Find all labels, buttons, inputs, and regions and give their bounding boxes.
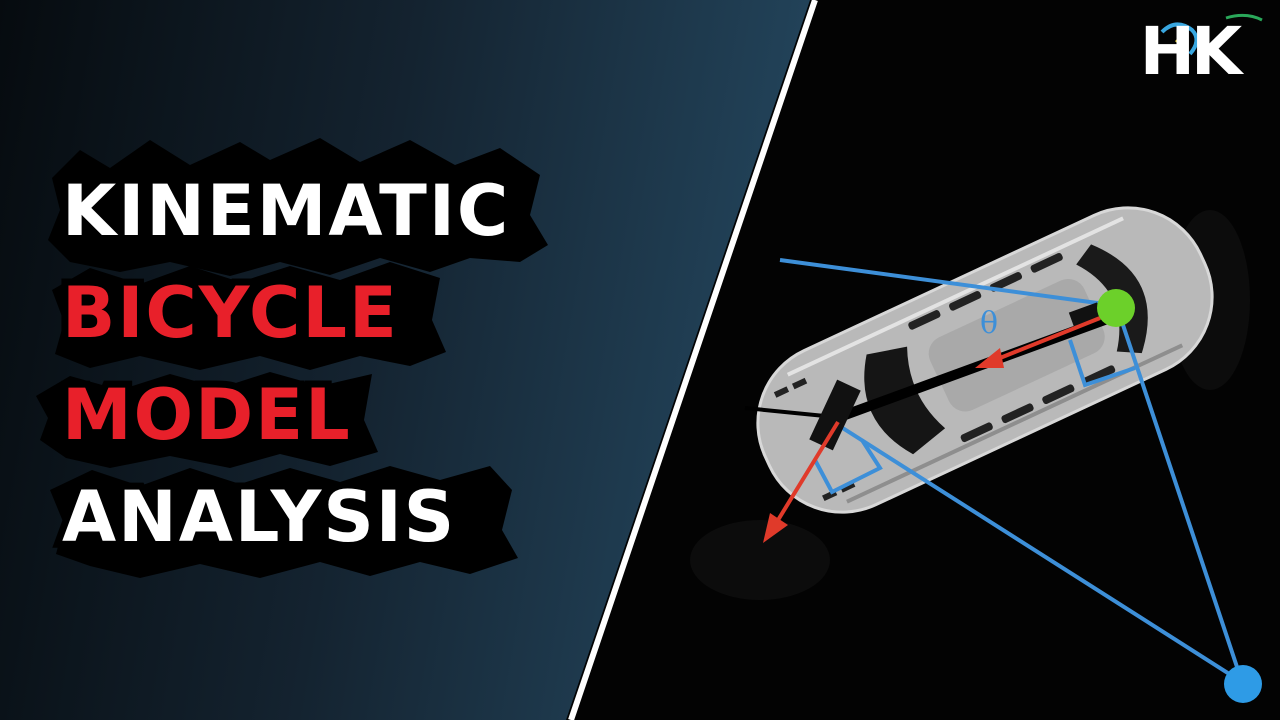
title-line-analysis: ANALYSIS: [55, 469, 461, 565]
title-line-model: MODEL: [55, 367, 357, 463]
logo-text: HK: [1139, 13, 1242, 90]
channel-logo: HK: [1106, 10, 1272, 94]
geometry-lines: [779, 258, 1244, 684]
title-line-kinematic: KINEMATIC: [55, 163, 515, 259]
title-line-bicycle: BICYCLE: [55, 265, 404, 361]
logo-swirl-icon: [1160, 13, 1263, 69]
rear-wheel: [1068, 302, 1104, 330]
theta-label: θ: [980, 306, 998, 341]
instantaneous-center-point: [1224, 665, 1262, 703]
title-block: KINEMATIC BICYCLE MODEL ANALYSIS: [55, 160, 562, 568]
rear-axle-point: [1097, 289, 1135, 327]
front-wheel: [809, 379, 861, 451]
velocity-arrows: [763, 316, 1101, 543]
